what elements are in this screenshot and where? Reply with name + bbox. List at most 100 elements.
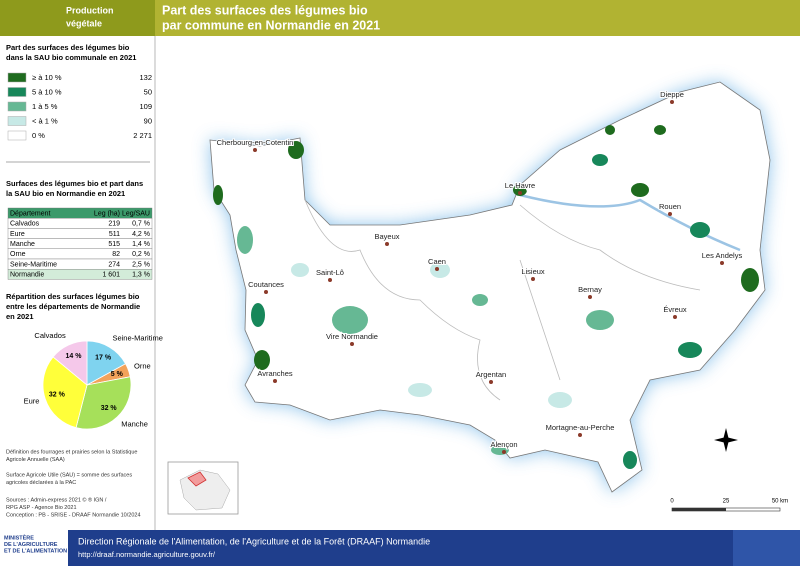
slice-label: 5 % [111,371,124,378]
note: agricoles déclarées à la PAC [6,480,76,486]
map-title: Part des surfaces des légumes bio [162,3,368,17]
slice-label: 32 % [101,405,118,412]
department-borders [304,199,701,401]
table-cell: Seine-Maritime [10,261,57,268]
table-cell: 82 [112,251,120,258]
category-label: Manche [121,419,148,428]
city-label: Cherbourg-en-Cotentin [217,138,294,147]
title-band [155,0,800,36]
table-cell: 1,4 % [132,241,150,248]
table-cell: 0,7 % [132,221,150,228]
legend-label: < à 1 % [32,116,58,125]
footer-title: Direction Régionale de l'Alimentation, d… [78,536,430,546]
table-cell: Manche [10,241,35,248]
table-header-cell: Leg/SAU [122,210,150,217]
scale-label: 50 km [772,499,788,505]
city-label: Évreux [663,305,687,314]
legend-title: dans la SAU bio communale en 2021 [6,53,136,62]
chart-title: en 2021 [6,312,34,321]
city-label: Les Andelys [702,251,743,260]
note: Sources : Admin-express 2021 © ® IGN / [6,496,107,503]
chart-title: entre les départements de Normandie [6,302,140,311]
slice-label: 14 % [66,353,83,360]
note: RPG ASP - Agence Bio 2021 [6,505,77,511]
communes [213,125,759,469]
table-row [7,228,153,239]
table-cell: 2,5 % [132,261,150,268]
city-dot [502,450,506,454]
legend-count: 109 [139,102,152,111]
section-label: végétale [66,18,102,28]
legend-count: 2 271 [133,131,152,140]
logo-box [0,530,68,566]
legend-label: ≥ à 10 % [32,73,62,82]
note: Agricole Annuelle (SAA) [6,457,65,463]
category-label: Calvados [34,331,66,340]
scale-label: 0 [670,499,674,505]
map-title: par commune en Normandie en 2021 [162,18,380,32]
table-cell: Eure [10,231,25,238]
table-cell: Calvados [10,221,40,228]
footer-deco [733,530,800,566]
table-cell: 4,2 % [132,231,150,238]
ministry-label: MINISTÈRE [4,533,34,541]
pie-slice [52,340,88,386]
table-cell: 219 [108,221,120,228]
pie-slice [86,340,127,386]
city-dot [385,242,389,246]
legend-swatch [7,116,27,126]
city-label: Lisieux [521,267,545,276]
map [167,81,781,515]
table-cell: 274 [108,261,120,268]
city-dot [264,290,268,294]
city-label: Argentan [476,370,506,379]
city-dot [668,212,672,216]
city-label: Dieppe [660,90,684,99]
pie-slice [42,356,88,429]
city-label: Saint-Lô [316,268,344,277]
ministry-label: DE L'AGRICULTURE [4,542,58,548]
table-cell: Orne [10,251,26,258]
city-dot [588,295,592,299]
table-title: la SAU bio en Normandie en 2021 [6,189,125,198]
city-label: Avranches [257,369,293,378]
table-cell: 515 [108,241,120,248]
legend-swatch [7,101,27,112]
city-label: Bayeux [374,232,399,241]
scale-bar-part [672,508,726,511]
city-dot [720,261,724,265]
legend-label: 1 à 5 % [32,102,58,111]
normandy-inset [187,471,207,487]
city-label: Le Havre [505,181,535,190]
city-dot [435,267,439,271]
city-label: Rouen [659,202,681,211]
section-box [0,0,155,36]
table-cell: Normandie [10,272,44,279]
legend-label: 5 à 10 % [32,87,62,96]
pie-slice [75,376,132,430]
legend-swatch [7,72,27,83]
city-dot [489,380,493,384]
scale-label: 25 [723,499,730,505]
table-cell: 0,2 % [132,251,150,258]
table-row [7,248,153,260]
category-label: Eure [24,397,40,406]
city-dot [273,379,277,383]
city-dot [328,278,332,282]
category-label: Orne [134,362,151,371]
city-label: Mortagne-au-Perche [546,423,615,432]
legend-title: Part des surfaces des légumes bio [6,43,130,52]
legend-count: 132 [139,73,152,82]
footer-url: http://draaf.normandie.agriculture.gouv.… [78,550,216,559]
city-dot [253,148,257,152]
table-row [7,269,153,280]
slice-label: 32 % [49,392,66,399]
city-label: Coutances [248,280,284,289]
city-dot [518,191,522,195]
table-cell: 511 [109,231,120,238]
legend-label: 0 % [32,131,45,140]
city-label: Alençon [490,440,517,449]
seine [519,193,741,252]
city-label: Vire Normandie [326,332,378,341]
